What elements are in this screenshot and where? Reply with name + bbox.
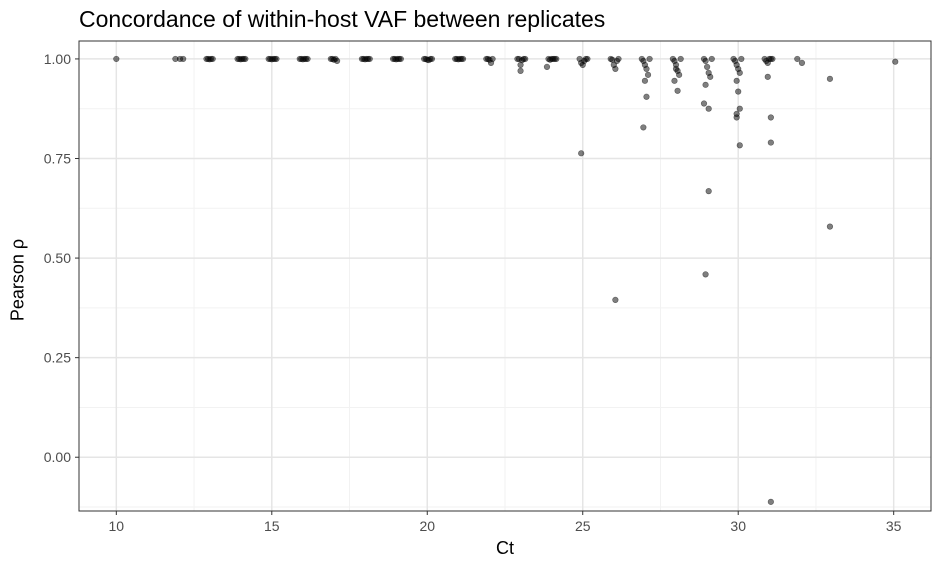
data-point <box>304 55 311 63</box>
data-point <box>578 150 585 157</box>
data-point <box>584 55 591 63</box>
data-point <box>676 71 683 78</box>
data-point <box>798 59 806 67</box>
data-point <box>643 93 650 100</box>
data-point <box>767 114 774 121</box>
data-points <box>113 55 899 505</box>
data-point <box>733 77 740 84</box>
y-tick-label: 0.25 <box>44 350 71 366</box>
chart-title: Concordance of within-host VAF between r… <box>79 6 606 32</box>
data-point <box>736 69 743 76</box>
data-point <box>397 55 404 63</box>
data-point <box>553 55 560 63</box>
y-tick-label: 0.50 <box>44 250 71 266</box>
data-point <box>769 55 776 63</box>
data-point <box>612 65 619 72</box>
data-point <box>646 55 653 63</box>
data-point <box>203 55 210 63</box>
panel-border <box>78 40 932 512</box>
data-point <box>702 271 709 278</box>
data-point <box>674 87 681 94</box>
data-point <box>708 55 715 63</box>
data-point <box>736 142 743 149</box>
data-point <box>702 81 709 88</box>
data-point <box>672 65 680 72</box>
data-point <box>705 188 712 195</box>
x-tick-label: 25 <box>575 518 591 534</box>
data-point <box>738 55 745 63</box>
data-point <box>273 55 280 63</box>
data-point <box>522 55 529 63</box>
data-point <box>764 73 771 80</box>
data-point <box>643 65 650 72</box>
data-point <box>707 73 714 80</box>
grid-lines <box>79 41 931 511</box>
y-axis-ticks: 0.00 0.25 0.50 0.75 1.00 <box>44 51 79 465</box>
data-point <box>615 55 622 63</box>
data-point <box>366 55 373 63</box>
data-point <box>767 498 774 505</box>
data-point <box>735 88 742 95</box>
y-tick-label: 0.75 <box>44 151 71 167</box>
data-point <box>677 55 684 63</box>
data-point <box>113 55 120 63</box>
y-axis-label: Pearson ρ <box>7 238 28 322</box>
data-point <box>180 55 187 63</box>
data-point <box>517 67 524 74</box>
data-point <box>489 55 496 63</box>
x-axis-label: Ct <box>496 538 514 558</box>
data-point <box>209 55 216 63</box>
data-point <box>705 105 712 112</box>
x-tick-label: 35 <box>886 518 902 534</box>
data-point <box>892 58 899 65</box>
data-point <box>700 100 708 107</box>
data-point <box>702 57 709 65</box>
data-point <box>641 77 649 84</box>
data-point <box>767 139 774 146</box>
data-point <box>733 114 740 121</box>
x-axis-ticks: 10 15 20 25 30 35 <box>109 511 902 534</box>
data-point <box>612 296 619 303</box>
data-point <box>794 55 801 63</box>
y-tick-label: 0.00 <box>44 449 71 465</box>
data-point <box>543 63 551 70</box>
data-point <box>826 75 834 82</box>
y-tick-label: 1.00 <box>44 51 71 67</box>
data-point <box>333 57 341 65</box>
x-tick-label: 10 <box>109 518 125 534</box>
data-point <box>640 124 647 131</box>
x-tick-label: 30 <box>730 518 746 534</box>
data-point <box>704 63 711 70</box>
data-point <box>242 55 249 63</box>
data-point <box>644 71 652 78</box>
data-point <box>736 105 743 112</box>
data-point <box>459 55 467 63</box>
x-tick-label: 20 <box>419 518 435 534</box>
data-point <box>826 223 834 230</box>
data-point <box>671 77 678 84</box>
x-tick-label: 15 <box>264 518 280 534</box>
data-point <box>428 55 436 63</box>
